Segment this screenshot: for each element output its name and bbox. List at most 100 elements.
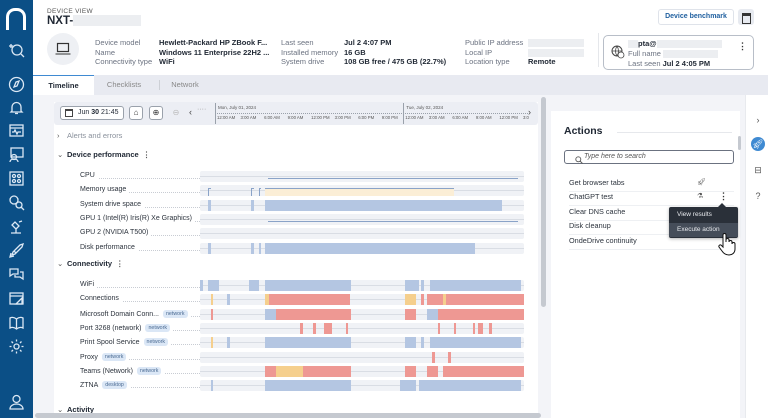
help-icon[interactable]: ? <box>755 191 761 201</box>
timeline-segment[interactable] <box>200 280 203 291</box>
timeline-row[interactable]: System drive space <box>54 199 538 212</box>
timeline-segment[interactable] <box>324 322 333 334</box>
tab-checklists[interactable]: Checklists <box>106 80 142 89</box>
section-device-performance[interactable]: ⌄ Device performance ⋮ <box>57 150 151 159</box>
timeline-segment[interactable] <box>208 199 211 211</box>
timeline-track[interactable] <box>200 337 524 349</box>
timeline-horizontal-scrollbar[interactable] <box>35 413 541 418</box>
timeline-row[interactable]: Teams (Network) network <box>54 365 538 378</box>
timeline-segment[interactable] <box>251 242 254 254</box>
tab-timeline[interactable]: Timeline <box>33 75 94 95</box>
timeline-segment[interactable] <box>437 308 524 320</box>
scroll-right-button[interactable]: › <box>528 107 531 117</box>
menu-item-execute-action[interactable]: Execute action <box>669 223 738 237</box>
timeline-segment[interactable] <box>264 199 287 211</box>
tab-network[interactable]: Network <box>171 80 199 89</box>
timeline-track[interactable] <box>200 308 524 320</box>
timeline-row[interactable]: GPU 1 (Intel(R) Iris(R) Xe Graphics) <box>54 213 538 226</box>
timeline-segment[interactable] <box>264 280 352 291</box>
gear-icon[interactable] <box>8 338 25 355</box>
timeline-segment[interactable] <box>251 188 254 197</box>
timeline-segment[interactable] <box>227 337 230 349</box>
timeline-segment[interactable] <box>453 322 457 334</box>
timeline-segment[interactable] <box>405 365 416 377</box>
scroll-left-button[interactable]: ‹ <box>189 107 192 117</box>
user-card[interactable]: pta@ Full name Last seen Jul 2 4:05 PM ⋮ <box>603 35 754 70</box>
action-more-button[interactable]: ⋮ <box>719 191 728 201</box>
timeline-segment[interactable] <box>313 322 317 334</box>
collapse-panel-icon[interactable]: › <box>756 115 760 125</box>
monitor-icon[interactable] <box>8 122 25 139</box>
timeline-segment[interactable] <box>405 337 416 349</box>
section-more-icon[interactable]: ⋮ <box>142 150 151 159</box>
timeline-segment[interactable] <box>268 294 350 306</box>
date-picker-button[interactable]: Jun 30 21:45 <box>60 106 124 120</box>
device-search-icon[interactable] <box>8 41 25 58</box>
timeline-row[interactable]: ZTNA desktop <box>54 379 538 392</box>
zoom-out-button[interactable]: ⊖ <box>169 106 183 120</box>
timeline-track[interactable] <box>200 171 524 182</box>
design-icon[interactable] <box>8 290 25 307</box>
timeline-segment[interactable] <box>345 322 349 334</box>
zoom-in-button[interactable]: ⊕ <box>149 106 163 120</box>
timeline-segment[interactable] <box>443 294 446 306</box>
timeline-segment[interactable] <box>264 337 352 349</box>
timeline-segment[interactable] <box>488 322 492 334</box>
timeline-segment[interactable] <box>429 280 522 291</box>
timeline-row[interactable]: Port 3268 (network) network <box>54 322 538 335</box>
timeline-segment[interactable] <box>421 337 425 349</box>
section-alerts[interactable]: › Alerts and errors <box>57 131 123 140</box>
timeline-segment[interactable] <box>429 337 522 349</box>
timeline-segment[interactable] <box>478 322 484 334</box>
investigate-icon[interactable] <box>8 194 25 211</box>
action-item[interactable]: Clear DNS cache <box>569 207 734 221</box>
section-connectivity[interactable]: ⌄ Connectivity ⋮ <box>57 259 124 268</box>
action-item[interactable]: ChatGPT test ⚗ ⋮ <box>569 191 734 206</box>
timeline-segment[interactable] <box>264 365 276 377</box>
timeline-segment[interactable] <box>275 365 303 377</box>
timeline-segment[interactable] <box>426 365 438 377</box>
layout-toggle-button[interactable] <box>738 9 754 25</box>
timeline-segment[interactable] <box>264 188 454 197</box>
timeline-row[interactable]: WiFi <box>54 279 538 292</box>
timeline-segment[interactable] <box>210 380 214 392</box>
timeline-segment[interactable] <box>210 294 214 306</box>
timeline-track[interactable] <box>200 185 524 197</box>
timeline-segment[interactable] <box>421 294 425 306</box>
timeline-segment[interactable] <box>421 380 522 392</box>
timeline-segment[interactable] <box>264 294 269 306</box>
device-benchmark-button[interactable]: Device benchmark <box>658 9 734 25</box>
timeline-row[interactable]: Memory usage <box>54 184 538 197</box>
timeline-track[interactable] <box>200 228 524 240</box>
menu-item-view-results[interactable]: View results <box>677 211 712 218</box>
timeline-segment[interactable] <box>405 308 416 320</box>
timeline-segment[interactable] <box>208 242 211 254</box>
compass-icon[interactable] <box>8 76 25 93</box>
timeline-segment[interactable] <box>259 188 262 197</box>
rocket-icon[interactable] <box>8 242 25 259</box>
app-logo[interactable] <box>6 8 26 30</box>
timeline-segment[interactable] <box>448 351 452 363</box>
timeline-track[interactable] <box>200 322 524 334</box>
actions-search-input[interactable]: Type here to search <box>564 150 734 164</box>
timeline-segment[interactable] <box>437 322 441 334</box>
timeline-segment[interactable] <box>210 337 214 349</box>
chat-icon[interactable] <box>8 266 25 283</box>
timeline-segment[interactable] <box>227 294 230 306</box>
section-more-icon[interactable]: ⋮ <box>116 259 124 268</box>
timeline-track[interactable] <box>200 351 524 363</box>
section-activity[interactable]: ⌄ Activity <box>57 405 95 414</box>
action-item[interactable]: Disk cleanup <box>569 221 734 235</box>
timeline-track[interactable] <box>200 365 524 377</box>
action-item[interactable]: OndeDrive continuity <box>569 236 734 250</box>
timeline-track[interactable] <box>200 242 524 254</box>
timeline-track[interactable] <box>200 380 524 392</box>
timeline-segment[interactable] <box>299 322 303 334</box>
timeline-row[interactable]: Disk performance <box>54 242 538 255</box>
book-icon[interactable] <box>8 314 25 331</box>
timeline-segment[interactable] <box>248 280 260 291</box>
timeline-segment[interactable] <box>286 199 503 211</box>
timeline-segment[interactable] <box>399 380 416 392</box>
timeline-row[interactable]: Connections <box>54 293 538 306</box>
timeline-segment[interactable] <box>443 365 524 377</box>
